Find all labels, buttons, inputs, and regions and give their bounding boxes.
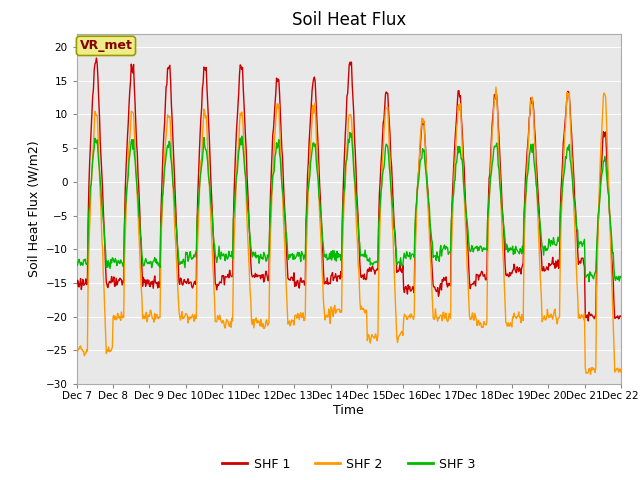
Title: Soil Heat Flux: Soil Heat Flux (292, 11, 406, 29)
Text: VR_met: VR_met (79, 39, 132, 52)
Legend: SHF 1, SHF 2, SHF 3: SHF 1, SHF 2, SHF 3 (218, 453, 480, 476)
Y-axis label: Soil Heat Flux (W/m2): Soil Heat Flux (W/m2) (28, 141, 40, 277)
X-axis label: Time: Time (333, 404, 364, 417)
